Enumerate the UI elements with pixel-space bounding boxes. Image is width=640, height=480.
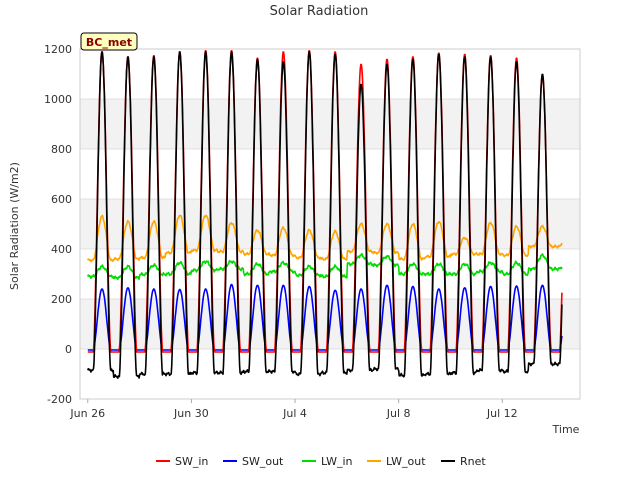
legend-label-lw-out: LW_out (386, 455, 426, 468)
x-tick-label: Jul 8 (386, 407, 411, 420)
legend-label-sw-out: SW_out (242, 455, 284, 468)
y-tick-label: 1000 (44, 93, 72, 106)
grid-band (80, 99, 580, 149)
y-tick-label: 1200 (44, 43, 72, 56)
y-tick-label: -200 (47, 393, 72, 406)
x-axis-label: Time (552, 423, 580, 436)
x-tick-label: Jul 4 (282, 407, 307, 420)
chart-title: Solar Radiation (270, 4, 369, 19)
x-tick-label: Jun 30 (173, 407, 209, 420)
y-axis-label: Solar Radiation (W/m2) (8, 162, 21, 290)
y-tick-label: 200 (51, 293, 72, 306)
station-badge-box (80, 32, 138, 51)
series-line-lw-out (87, 214, 563, 263)
legend-label-sw-in: SW_in (175, 455, 208, 468)
station-badge-label: BC_met (86, 36, 132, 49)
y-tick-label: 400 (51, 243, 72, 256)
series-line-rnet (87, 51, 563, 379)
plot-frame (79, 48, 581, 400)
x-tick-label: Jul 12 (486, 407, 518, 420)
x-tick-labels: Jun 26 Jun 30 Jul 4 Jul 8 Jul 12 (69, 399, 518, 420)
legend-label-lw-in: LW_in (321, 455, 353, 468)
legend-label-rnet: Rnet (460, 455, 486, 468)
y-tick-label: 800 (51, 143, 72, 156)
y-tick-label: 0 (65, 343, 72, 356)
series-layer (87, 50, 563, 379)
station-badge: BC_met (80, 32, 138, 51)
series-line-lw-in (87, 252, 563, 281)
y-tick-labels: -200 0 200 400 600 800 1000 1200 (44, 43, 72, 406)
y-tick-label: 600 (51, 193, 72, 206)
x-tick-label: Jun 26 (69, 407, 105, 420)
axes (79, 48, 581, 400)
legend: SW_in SW_out LW_in LW_out Rnet (156, 455, 486, 468)
